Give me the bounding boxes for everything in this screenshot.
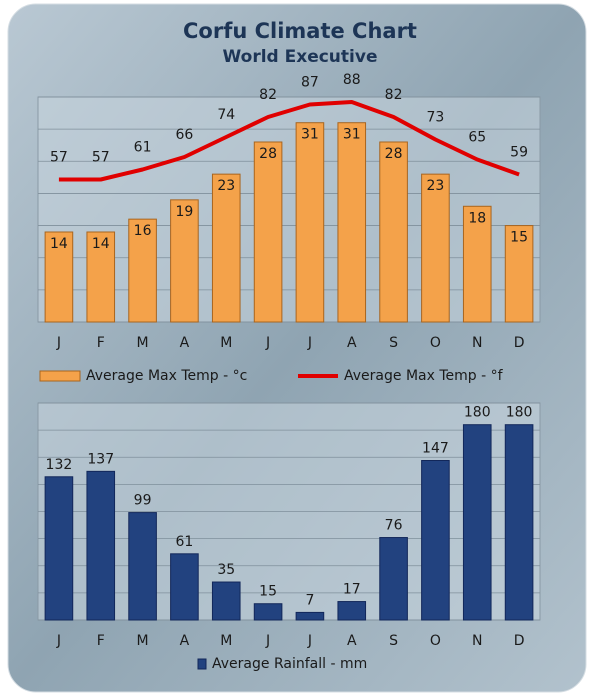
data-label: 73	[427, 110, 445, 126]
data-label: 82	[385, 87, 403, 103]
x-tick-label: F	[97, 335, 105, 351]
data-label: 137	[87, 451, 114, 467]
x-tick-label: S	[389, 335, 398, 351]
bar	[170, 199, 199, 323]
data-label: 65	[468, 130, 486, 146]
bar	[253, 141, 283, 323]
x-tick-label: M	[137, 335, 149, 351]
bar	[128, 512, 157, 621]
data-label: 35	[217, 562, 235, 578]
x-tick-label: J	[265, 335, 270, 351]
x-tick-label: S	[389, 633, 398, 649]
bar	[128, 218, 157, 323]
data-label: 28	[385, 146, 403, 162]
bar	[170, 553, 199, 621]
x-tick-label: N	[472, 633, 482, 649]
chart-title: Corfu Climate Chart	[183, 19, 417, 43]
data-label: 15	[259, 584, 277, 600]
data-label: 82	[259, 87, 277, 103]
bar	[421, 173, 450, 323]
x-tick-label: O	[430, 633, 441, 649]
legend-swatch	[197, 658, 207, 670]
data-label: 14	[50, 236, 68, 252]
data-label: 59	[510, 145, 528, 161]
x-tick-label: J	[265, 633, 270, 649]
line	[58, 100, 520, 182]
bar	[337, 122, 367, 323]
data-label: 15	[510, 230, 528, 246]
data-label: 61	[134, 140, 152, 156]
bar	[44, 476, 74, 621]
data-label: 99	[134, 493, 152, 509]
data-label: 31	[301, 127, 319, 143]
bar	[421, 460, 450, 621]
bar	[295, 611, 325, 621]
bar	[295, 122, 325, 323]
legend-label: Average Max Temp - °c	[86, 368, 247, 384]
bar	[379, 141, 408, 323]
x-tick-label: A	[347, 633, 357, 649]
x-tick-label: O	[430, 335, 441, 351]
bar	[462, 205, 492, 323]
bar	[253, 603, 283, 621]
chart-subtitle: World Executive	[223, 47, 378, 67]
data-label: 17	[343, 582, 361, 598]
data-label: 28	[259, 146, 277, 162]
x-tick-label: M	[220, 335, 232, 351]
data-label: 57	[50, 150, 68, 166]
bar	[504, 225, 534, 323]
data-label: 74	[217, 107, 235, 123]
data-label: 14	[92, 236, 110, 252]
data-label: 61	[176, 534, 194, 550]
data-label: 147	[422, 441, 449, 457]
data-label: 7	[305, 592, 314, 608]
bar	[379, 537, 408, 621]
data-label: 66	[176, 127, 194, 143]
legend-label: Average Rainfall - mm	[212, 656, 367, 672]
x-tick-label: F	[97, 633, 105, 649]
bar	[504, 424, 534, 621]
plot-area	[37, 96, 541, 323]
data-label: 16	[134, 223, 152, 239]
x-tick-label: M	[137, 633, 149, 649]
bar	[211, 173, 241, 323]
x-tick-label: A	[180, 335, 190, 351]
bar	[44, 231, 74, 323]
data-label: 57	[92, 150, 110, 166]
x-tick-label: D	[514, 633, 525, 649]
legend-swatch	[39, 370, 81, 382]
x-tick-label: J	[56, 335, 61, 351]
data-label: 31	[343, 127, 361, 143]
x-tick-label: A	[180, 633, 190, 649]
legend-label: Average Max Temp - °f	[344, 368, 504, 384]
bar	[211, 581, 241, 621]
x-tick-label: A	[347, 335, 357, 351]
data-label: 19	[176, 204, 194, 220]
data-label: 88	[343, 72, 361, 88]
x-tick-label: J	[307, 335, 312, 351]
bar	[462, 424, 492, 621]
data-label: 180	[506, 405, 533, 421]
bar	[86, 231, 116, 323]
x-tick-label: J	[307, 633, 312, 649]
data-label: 18	[468, 210, 486, 226]
bar	[86, 470, 116, 621]
x-tick-label: D	[514, 335, 525, 351]
data-label: 87	[301, 75, 319, 91]
data-label: 132	[46, 457, 73, 473]
x-tick-label: N	[472, 335, 482, 351]
data-label: 23	[427, 178, 445, 194]
data-label: 23	[217, 178, 235, 194]
data-label: 180	[464, 405, 491, 421]
bar	[337, 601, 367, 621]
data-label: 76	[385, 518, 403, 534]
x-tick-label: M	[220, 633, 232, 649]
x-tick-label: J	[56, 633, 61, 649]
